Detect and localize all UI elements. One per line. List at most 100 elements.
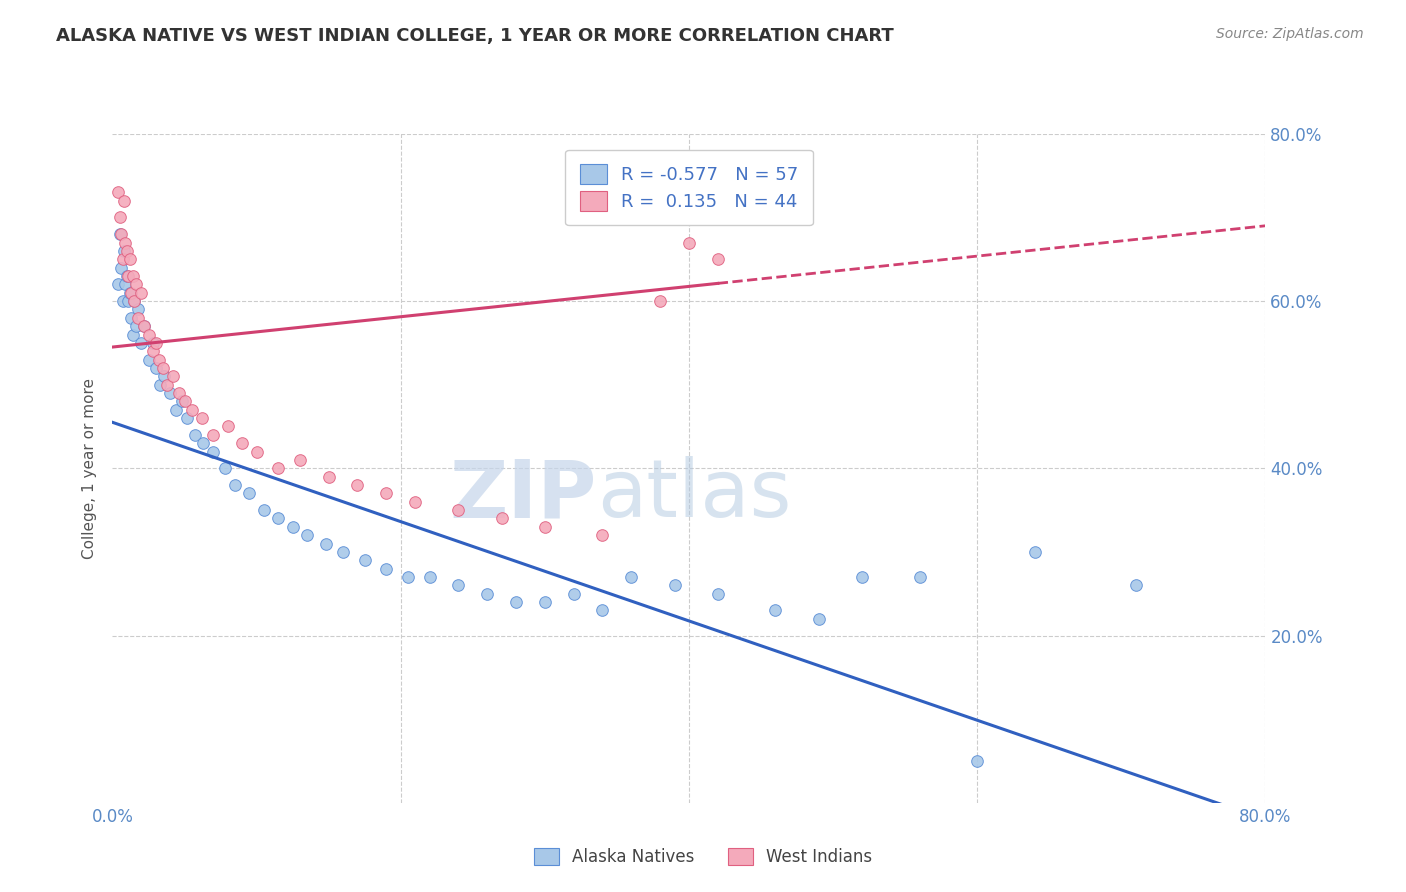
Point: [706, 587, 728, 601]
Point: [120, 285, 142, 300]
Point: [908, 570, 931, 584]
Point: [122, 294, 145, 309]
Text: ALASKA NATIVE VS WEST INDIAN COLLEGE, 1 YEAR OR MORE CORRELATION CHART: ALASKA NATIVE VS WEST INDIAN COLLEGE, 1 …: [56, 27, 894, 45]
Point: [115, 268, 138, 283]
Point: [129, 335, 153, 350]
Point: [396, 570, 419, 584]
Point: [315, 536, 337, 550]
Point: [253, 503, 276, 517]
Point: [153, 369, 176, 384]
Point: [1125, 578, 1147, 592]
Point: [288, 453, 311, 467]
Point: [1024, 545, 1046, 559]
Point: [112, 194, 135, 208]
Point: [706, 252, 728, 267]
Point: [505, 595, 527, 609]
Point: [111, 252, 134, 267]
Point: [217, 419, 239, 434]
Point: [295, 528, 318, 542]
Point: [118, 285, 141, 300]
Point: [121, 327, 143, 342]
Point: [533, 595, 555, 609]
Point: [620, 570, 643, 584]
Point: [138, 327, 160, 342]
Point: [152, 361, 174, 376]
Point: [214, 461, 236, 475]
Point: [231, 436, 253, 450]
Point: [765, 603, 787, 617]
Point: [142, 344, 165, 359]
Point: [122, 294, 145, 309]
Point: [114, 277, 136, 292]
Point: [110, 227, 132, 241]
Point: [202, 444, 225, 458]
Point: [419, 570, 441, 584]
Point: [108, 211, 131, 225]
Point: [966, 754, 988, 768]
Point: [118, 252, 141, 267]
Point: [851, 570, 873, 584]
Point: [475, 587, 498, 601]
Point: [447, 503, 470, 517]
Legend: Alaska Natives, West Indians: Alaska Natives, West Indians: [526, 840, 880, 875]
Point: [183, 428, 205, 442]
Point: [117, 294, 139, 309]
Point: [592, 603, 614, 617]
Point: [267, 511, 290, 525]
Point: [592, 528, 614, 542]
Point: [332, 545, 354, 559]
Point: [129, 285, 153, 300]
Text: atlas: atlas: [596, 456, 792, 534]
Point: [117, 268, 139, 283]
Point: [112, 244, 135, 258]
Point: [180, 402, 202, 417]
Point: [145, 361, 167, 376]
Point: [224, 478, 246, 492]
Text: Source: ZipAtlas.com: Source: ZipAtlas.com: [1216, 27, 1364, 41]
Point: [127, 302, 149, 317]
Point: [134, 319, 156, 334]
Point: [121, 268, 143, 283]
Point: [375, 486, 398, 500]
Point: [173, 394, 195, 409]
Point: [162, 369, 184, 384]
Point: [664, 578, 686, 592]
Text: ZIP: ZIP: [450, 456, 596, 534]
Legend: R = -0.577   N = 57, R =  0.135   N = 44: R = -0.577 N = 57, R = 0.135 N = 44: [565, 150, 813, 226]
Point: [648, 294, 672, 309]
Point: [267, 461, 290, 475]
Point: [124, 277, 146, 292]
Point: [176, 411, 198, 425]
Y-axis label: College, 1 year or more: College, 1 year or more: [82, 378, 97, 558]
Point: [124, 319, 146, 334]
Point: [134, 319, 156, 334]
Point: [191, 411, 214, 425]
Point: [127, 310, 149, 325]
Point: [159, 386, 181, 401]
Point: [202, 428, 225, 442]
Point: [156, 377, 179, 392]
Point: [108, 227, 131, 241]
Point: [167, 386, 190, 401]
Point: [170, 394, 193, 409]
Point: [491, 511, 513, 525]
Point: [318, 469, 340, 483]
Point: [533, 520, 555, 534]
Point: [107, 277, 129, 292]
Point: [807, 612, 830, 626]
Point: [245, 444, 267, 458]
Point: [447, 578, 470, 592]
Point: [110, 260, 132, 275]
Point: [562, 587, 585, 601]
Point: [281, 520, 304, 534]
Point: [193, 436, 215, 450]
Point: [138, 352, 160, 367]
Point: [678, 235, 700, 250]
Point: [346, 478, 368, 492]
Point: [145, 335, 167, 350]
Point: [353, 553, 375, 567]
Point: [404, 494, 426, 508]
Point: [111, 294, 134, 309]
Point: [115, 244, 138, 258]
Point: [238, 486, 260, 500]
